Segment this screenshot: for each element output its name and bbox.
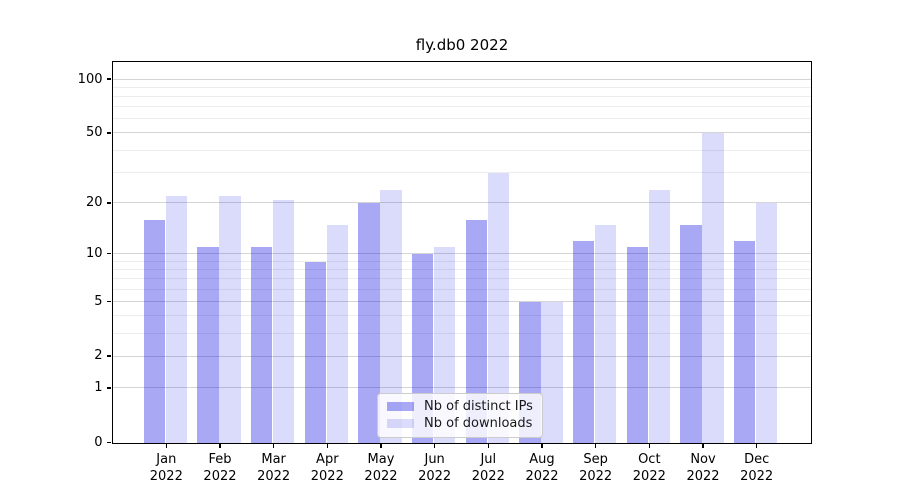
x-tick-label: Dec 2022 [740, 451, 774, 484]
bar-distinct-ips [465, 219, 487, 443]
bar-distinct-ips [143, 219, 165, 443]
y-tick-mark [107, 300, 111, 303]
bar-distinct-ips [197, 247, 219, 443]
gridline-major [113, 387, 811, 389]
bar-downloads [648, 189, 670, 443]
gridline-minor [113, 86, 811, 88]
x-tick-mark [594, 444, 597, 448]
x-tick-mark [380, 444, 382, 448]
x-tick-mark [755, 444, 758, 448]
gridline-minor [113, 315, 811, 317]
y-tick-label: 5 [94, 293, 103, 309]
gridline-major [113, 300, 811, 302]
gridline-minor [113, 171, 811, 173]
x-tick-mark [648, 444, 651, 448]
y-tick-label: 100 [77, 71, 103, 87]
y-tick-label: 10 [85, 246, 103, 262]
gridline-major [113, 78, 811, 80]
y-tick-mark [107, 202, 111, 204]
y-tick-mark [107, 355, 111, 357]
gridline-minor [113, 118, 811, 120]
y-tick-label: 1 [94, 380, 103, 396]
bar-downloads [755, 203, 778, 443]
gridline-minor [113, 269, 811, 270]
x-tick-mark [702, 444, 704, 448]
bar-distinct-ips [358, 203, 380, 443]
gridline-minor [113, 96, 811, 97]
y-tick-label: 2 [94, 348, 103, 364]
legend-swatch-downloads [387, 419, 414, 428]
y-tick-mark [107, 441, 111, 444]
plot-area [112, 61, 812, 444]
chart-title: fly.db0 2022 [415, 36, 509, 54]
x-tick-mark [433, 444, 436, 448]
y-tick-mark [107, 132, 111, 134]
bar-distinct-ips [733, 241, 756, 443]
bar-distinct-ips [680, 224, 702, 443]
y-tick-mark [107, 78, 111, 80]
legend-label-distinct-ips: Nb of distinct IPs [424, 399, 533, 414]
gridline-minor [113, 288, 811, 290]
bar-distinct-ips [304, 261, 326, 443]
bar-downloads [326, 224, 348, 443]
legend-item-downloads: Nb of downloads [387, 415, 533, 432]
bar-distinct-ips [250, 247, 273, 443]
bar-downloads [541, 301, 563, 443]
gridline-minor [113, 149, 811, 151]
x-tick-label: Jul 2022 [471, 451, 505, 484]
x-tick-label: Aug 2022 [525, 451, 559, 484]
legend-swatch-distinct-ips [387, 402, 414, 411]
bar-downloads [487, 172, 509, 443]
x-tick-mark [326, 444, 329, 448]
x-tick-label: Feb 2022 [203, 451, 237, 484]
gridline-minor [113, 332, 811, 334]
bar-distinct-ips [572, 241, 595, 443]
legend-label-downloads: Nb of downloads [424, 416, 533, 431]
gridline-major [113, 253, 811, 255]
legend: Nb of distinct IPs Nb of downloads [377, 393, 543, 438]
x-tick-mark [541, 444, 543, 448]
x-tick-mark [487, 444, 490, 448]
gridline-minor [113, 278, 811, 280]
gridline-major [113, 132, 811, 134]
x-tick-mark [165, 444, 168, 448]
x-tick-mark [272, 444, 275, 448]
bar-downloads [702, 133, 724, 443]
gridline-minor [113, 260, 811, 262]
bar-distinct-ips [626, 247, 649, 443]
x-tick-label: May 2022 [364, 451, 398, 484]
gridline-minor [113, 106, 811, 108]
bar-downloads [165, 196, 187, 443]
x-tick-label: Jun 2022 [418, 451, 452, 484]
bar-downloads [594, 224, 617, 443]
bar-downloads [380, 189, 402, 443]
y-tick-label: 0 [94, 435, 103, 450]
gridline-major [113, 202, 811, 204]
y-tick-label: 20 [85, 195, 103, 211]
x-tick-label: Nov 2022 [686, 451, 720, 484]
x-tick-label: Jan 2022 [149, 451, 183, 484]
y-tick-label: 50 [85, 125, 103, 141]
x-tick-label: Apr 2022 [310, 451, 344, 484]
bar-downloads [219, 196, 241, 443]
gridline-major [113, 355, 811, 357]
legend-item-distinct-ips: Nb of distinct IPs [387, 398, 533, 415]
y-tick-mark [107, 387, 111, 389]
x-tick-label: Sep 2022 [579, 451, 613, 484]
x-tick-label: Oct 2022 [632, 451, 666, 484]
x-tick-label: Mar 2022 [257, 451, 291, 484]
x-tick-mark [219, 444, 221, 448]
bar-downloads [272, 199, 295, 443]
y-tick-mark [107, 252, 111, 255]
